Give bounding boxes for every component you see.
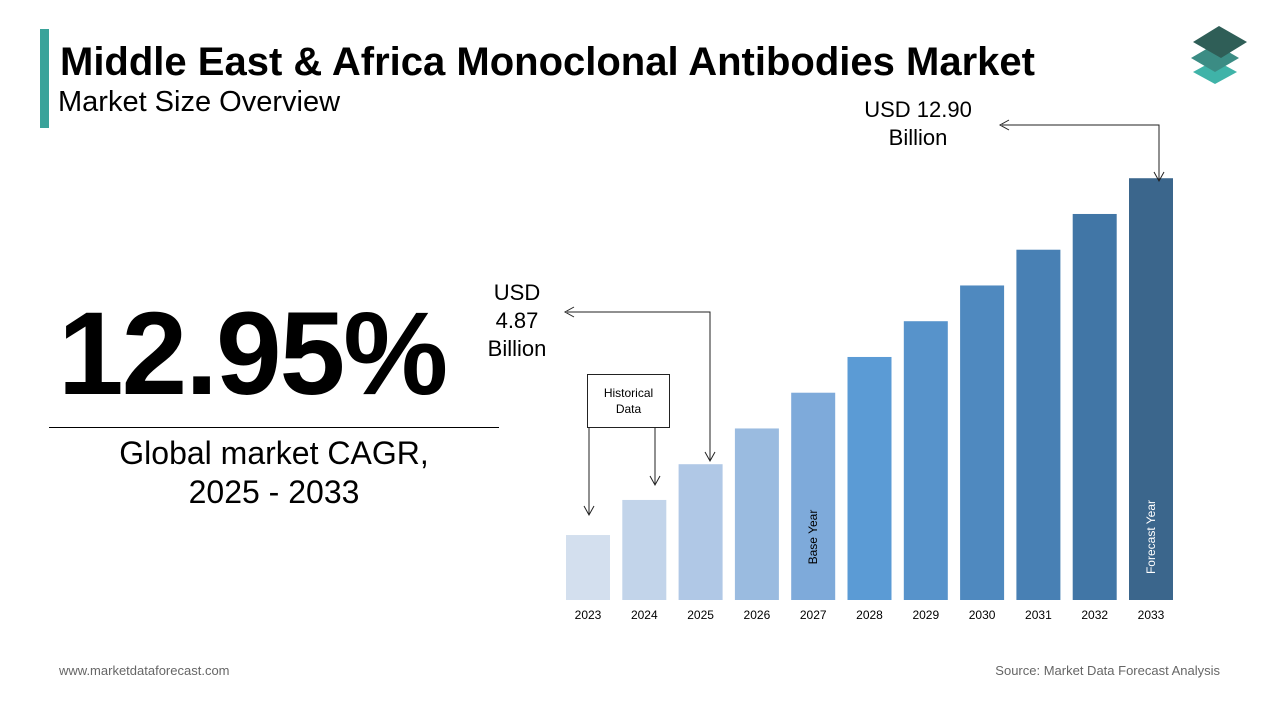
arrow-2025-callout-head-bar [704,451,716,463]
bar-2024 [622,499,667,600]
x-tick-label-2025: 2025 [687,608,714,622]
bar-2023 [566,535,610,600]
bar-2027 [791,392,836,600]
company-logo-icon [1191,26,1247,84]
cagr-label-line1: Global market CAGR, [119,435,429,471]
callout-2033-value: USD 12.90 Billion [864,97,972,150]
x-tick-label-2026: 2026 [744,608,771,622]
arrow-2033-callout-head-bar [1153,171,1165,183]
arrow-2033-callout [1002,124,1160,180]
bar-2026 [734,428,779,600]
bar-2031 [1016,249,1061,600]
x-tick-label-2024: 2024 [631,608,658,622]
bar-annotations: Base Year Forecast Year [806,500,1158,574]
historical-box-line2: Data [615,402,642,416]
cagr-value: 12.95% [58,288,448,420]
x-tick-label-2029: 2029 [912,608,939,622]
cagr-label-line2: 2025 - 2033 [188,474,360,510]
page-subtitle: Market Size Overview [58,86,341,118]
x-tick-label-2032: 2032 [1081,608,1108,622]
page-title: Middle East & Africa Monoclonal Antibodi… [60,40,1035,84]
footer-source: Source: Market Data Forecast Analysis [995,663,1220,678]
arrow-historical-2024-head [649,475,661,487]
x-tick-label-2031: 2031 [1025,608,1052,622]
title-accent-bar [40,29,49,128]
bar-2030 [960,285,1005,600]
x-axis-labels: 2023 2024 2025 2026 2027 2028 2029 2030 2031 2032… [575,608,1165,622]
annotation-forecast-year: Forecast Year [1144,500,1158,574]
arrow-2025-callout-head-text [563,306,575,318]
footer-website: www.marketdataforecast.com [59,663,230,678]
historical-data-box: Historical Data [587,374,670,428]
arrow-historical-2023-head [583,505,595,517]
bar-2028 [847,356,892,600]
callout-arrows [563,119,1165,517]
bar-2033 [1129,178,1173,601]
x-tick-label-2028: 2028 [856,608,883,622]
cagr-divider [49,427,499,428]
x-tick-label-2033: 2033 [1138,608,1165,622]
arrow-2033-callout-head-text [998,119,1010,131]
historical-box-line1: Historical [603,386,654,400]
callout-2025-value: USD 4.87 Billion [487,280,547,361]
x-tick-label-2027: 2027 [800,608,827,622]
bar-2025 [678,464,723,600]
cagr-label: Global market CAGR, 2025 - 2033 [49,434,499,512]
annotation-base-year: Base Year [806,510,820,565]
bar-2032 [1072,213,1117,600]
bar-2029 [903,321,948,600]
x-tick-label-2023: 2023 [575,608,602,622]
x-tick-label-2030: 2030 [969,608,996,622]
